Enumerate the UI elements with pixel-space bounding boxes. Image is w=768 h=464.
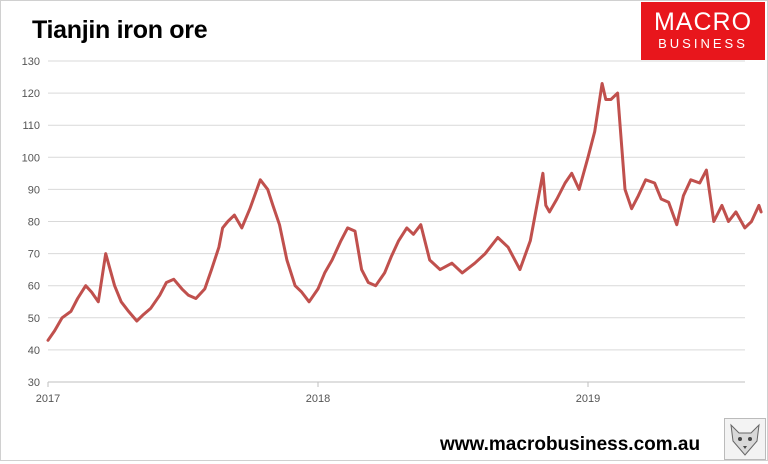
macrobusiness-logo: MACRO BUSINESS [641, 2, 765, 60]
y-tick-label: 110 [22, 120, 40, 132]
y-tick-label: 30 [28, 377, 40, 389]
logo-line-1: MACRO [653, 8, 753, 36]
y-tick-label: 50 [28, 313, 40, 325]
wolf-head-icon [724, 418, 766, 460]
y-tick-label: 130 [22, 56, 40, 68]
y-axis-ticks: 30 40 50 60 70 80 90 100 110 120 130 [22, 56, 40, 389]
y-tick-label: 40 [28, 345, 40, 357]
y-tick-label: 60 [28, 281, 40, 293]
logo-line-2: BUSINESS [658, 36, 748, 51]
website-url: www.macrobusiness.com.au [440, 434, 701, 455]
x-tick-label: 2019 [576, 393, 600, 405]
x-tick-label: 2018 [306, 393, 330, 405]
y-tick-label: 120 [22, 88, 40, 100]
x-axis-ticks: 2017 2018 2019 [36, 382, 600, 405]
series-line [46, 82, 763, 342]
y-tick-label: 100 [22, 152, 40, 164]
x-tick-label: 2017 [36, 393, 60, 405]
y-tick-label: 70 [28, 249, 40, 261]
y-tick-label: 90 [28, 184, 40, 196]
series-layer [46, 82, 763, 342]
chart-title: Tianjin iron ore [32, 16, 208, 44]
y-tick-label: 80 [28, 217, 40, 229]
gridlines [48, 60, 745, 383]
